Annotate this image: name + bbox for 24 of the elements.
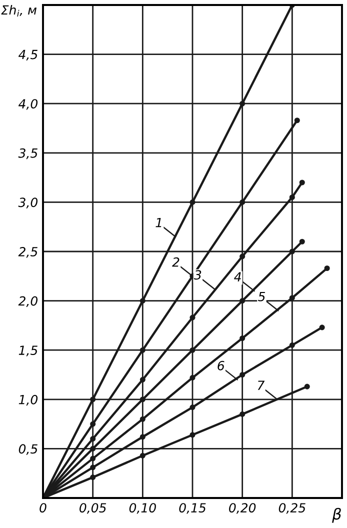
annotation: 3 (194, 270, 202, 280)
x-tick-label: 0,15 (179, 503, 206, 514)
y-axis-title: Σh$_{i}$, м (1, 5, 37, 17)
y-tick-label: 4,0 (18, 99, 38, 110)
y-tick-label: 1,5 (18, 346, 38, 356)
annotation: 4 (234, 272, 241, 282)
x-tick-label: 0,10 (129, 503, 156, 514)
y-tick-label: 2,0 (18, 296, 38, 307)
annotation: 5 (258, 292, 266, 302)
y-tick-label: 3,0 (18, 198, 38, 208)
x-tick-label: 0,25 (278, 503, 306, 514)
y-tick-label: 0,5 (18, 444, 38, 455)
annotation: 2 (172, 257, 180, 267)
y-tick-label: 1,0 (18, 394, 38, 406)
x-axis-title: β (332, 508, 341, 523)
annotation: 1 (156, 218, 162, 228)
annotation: 6 (218, 360, 224, 370)
y-tick-label: 4,5 (18, 50, 38, 60)
x-tick-label: 0,05 (80, 503, 106, 514)
annotation: 7 (258, 380, 265, 390)
x-tick-label: 0 (40, 503, 46, 513)
x-tick-label: 0,20 (229, 503, 256, 514)
y-tick-label: 2,5 (18, 246, 38, 258)
y-tick-label: 3,5 (18, 148, 38, 160)
